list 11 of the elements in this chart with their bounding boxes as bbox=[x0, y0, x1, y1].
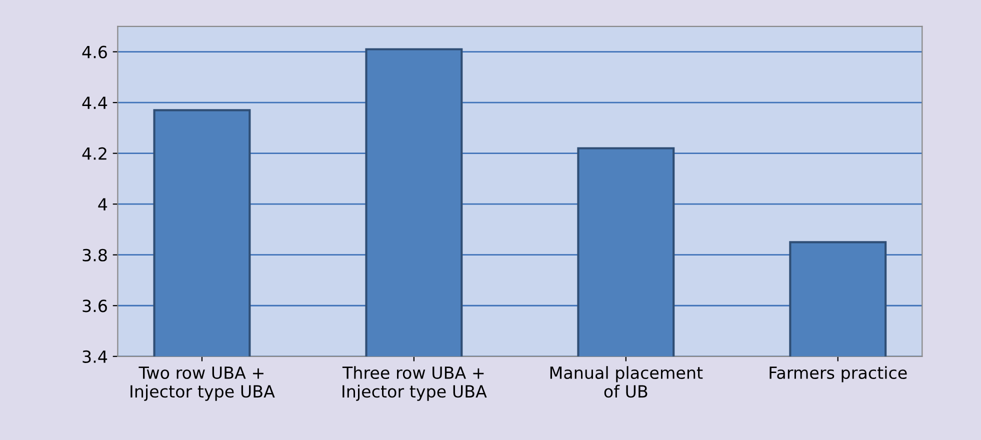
x-tick-label: Manual placement of UB bbox=[550, 366, 703, 398]
y-tick-label: 3.6 bbox=[82, 300, 107, 312]
y-tick-label: 4 bbox=[98, 198, 108, 210]
y-tick-label: 4.6 bbox=[82, 46, 107, 58]
y-tick-label: 3.4 bbox=[82, 350, 108, 363]
y-tick-label: 3.8 bbox=[82, 248, 107, 262]
x-tick-label: Three row UBA + Injector type UBA bbox=[342, 366, 487, 401]
y-tick-label: 4.2 bbox=[82, 147, 106, 160]
x-tick-label: Farmers practice bbox=[770, 366, 907, 382]
y-tick-label: 4.4 bbox=[82, 96, 108, 109]
x-tick-label: Two row UBA + Injector type UBA bbox=[130, 366, 275, 401]
